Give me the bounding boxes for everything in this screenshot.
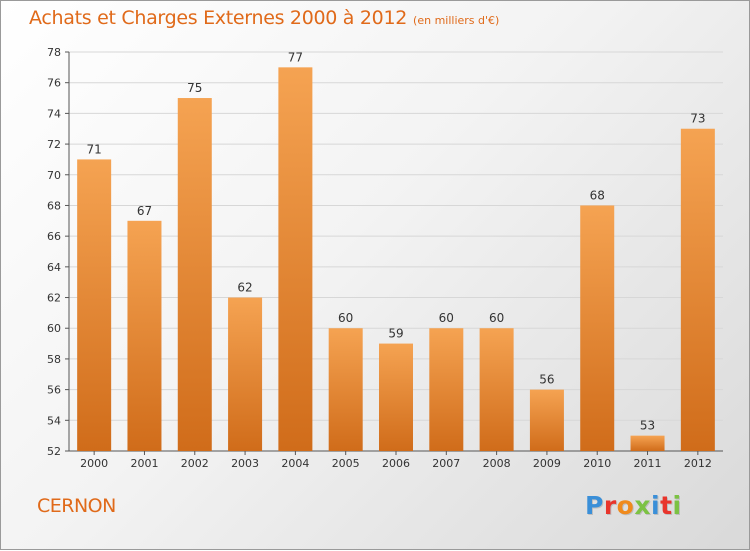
x-tick-label: 2008: [483, 457, 511, 470]
data-label: 67: [137, 204, 152, 218]
y-tick-label: 76: [47, 77, 61, 90]
x-tick-label: 2001: [130, 457, 158, 470]
y-tick-label: 60: [47, 322, 61, 335]
logo-letter: r: [603, 491, 617, 520]
bar-2011: [630, 435, 665, 451]
bar-2007: [429, 328, 464, 451]
chart-title: Achats et Charges Externes 2000 à 2012 (e…: [29, 7, 499, 29]
y-tick-label: 72: [47, 138, 61, 151]
data-label: 60: [439, 311, 454, 325]
logo-letter: t: [660, 491, 673, 520]
tick-labels: 52 54 56 58 60 62 64 66 68 70 72 74 76 78 2000 2001 2002…: [47, 46, 712, 470]
x-tick-label: 2011: [634, 457, 662, 470]
bar-2005: [328, 328, 363, 451]
data-label: 75: [187, 81, 202, 95]
y-tick-label: 54: [47, 414, 61, 427]
data-label: 77: [288, 50, 303, 64]
logo-letter: i: [651, 491, 661, 520]
y-tick-label: 52: [47, 445, 61, 458]
chart-title-text: Achats et Charges Externes 2000 à 2012: [29, 7, 408, 29]
data-labels: 71 67 75 62 77 60 59 60 60 56 68 53 73: [87, 50, 706, 432]
bar-2008: [479, 328, 514, 451]
y-tick-label: 58: [47, 353, 61, 366]
y-tick-label: 66: [47, 230, 61, 243]
bars: [77, 67, 715, 452]
y-tick-label: 74: [47, 107, 61, 120]
x-tick-label: 2006: [382, 457, 410, 470]
bar-2001: [127, 220, 162, 451]
data-label: 71: [87, 142, 102, 156]
bar-2004: [278, 67, 313, 451]
y-tick-label: 70: [47, 169, 61, 182]
x-tick-label: 2007: [432, 457, 460, 470]
y-tick-label: 56: [47, 384, 61, 397]
logo-letter: P: [585, 491, 604, 520]
x-tick-label: 2010: [583, 457, 611, 470]
town-name: CERNON: [37, 495, 116, 517]
logo-letter: o: [616, 491, 635, 520]
x-tick-label: 2012: [684, 457, 712, 470]
bar-2003: [228, 297, 263, 451]
x-tick-label: 2000: [80, 457, 108, 470]
data-label: 53: [640, 419, 655, 433]
bar-2006: [379, 343, 413, 451]
y-tick-label: 78: [47, 46, 61, 59]
chart-subtitle: (en milliers d'€): [413, 14, 500, 27]
x-tick-label: 2009: [533, 457, 561, 470]
data-label: 73: [690, 112, 705, 126]
y-tick-label: 64: [47, 261, 61, 274]
bar-2012: [680, 128, 715, 451]
x-tick-label: 2004: [281, 457, 309, 470]
data-label: 56: [539, 373, 554, 387]
x-tick-label: 2005: [332, 457, 360, 470]
data-label: 62: [237, 281, 252, 295]
bar-2010: [580, 205, 615, 451]
logo-letter: i: [672, 491, 682, 520]
data-label: 59: [388, 327, 403, 341]
bar-2000: [77, 159, 112, 451]
y-tick-label: 68: [47, 199, 61, 212]
proxiti-logo[interactable]: Proxiti: [585, 491, 682, 520]
data-label: 60: [338, 311, 353, 325]
data-label: 60: [489, 311, 504, 325]
data-label: 68: [590, 188, 605, 202]
x-tick-label: 2003: [231, 457, 259, 470]
x-tick-label: 2002: [181, 457, 209, 470]
bar-2009: [529, 389, 564, 451]
logo-letter: x: [634, 491, 651, 520]
bar-2002: [177, 98, 212, 452]
y-tick-label: 62: [47, 292, 61, 305]
